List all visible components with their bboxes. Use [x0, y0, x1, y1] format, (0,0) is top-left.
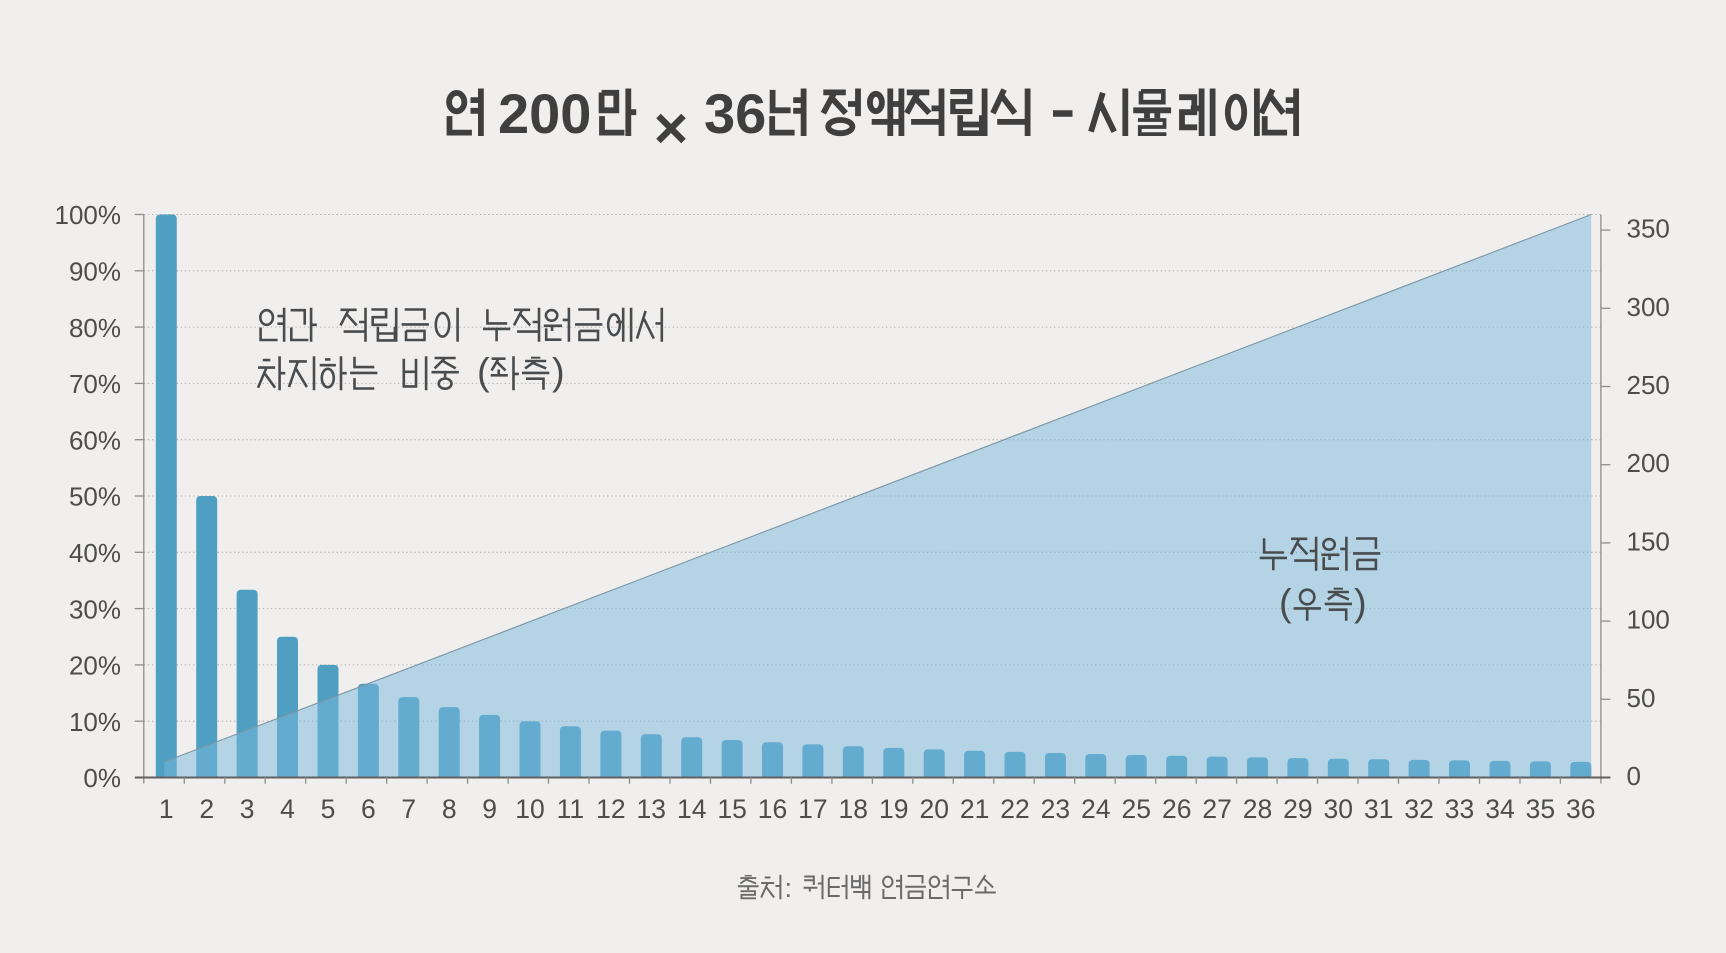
- svg-text:20: 20: [919, 794, 948, 824]
- svg-text:32: 32: [1404, 794, 1433, 824]
- svg-text:28: 28: [1243, 794, 1272, 824]
- svg-text:5: 5: [321, 794, 336, 824]
- svg-text:25: 25: [1121, 794, 1150, 824]
- svg-text:24: 24: [1081, 794, 1110, 824]
- svg-text:9: 9: [482, 794, 497, 824]
- svg-text:10: 10: [515, 794, 544, 824]
- svg-text:150: 150: [1627, 526, 1670, 556]
- svg-text:23: 23: [1041, 794, 1070, 824]
- svg-text:2: 2: [199, 794, 214, 824]
- svg-text:36: 36: [1566, 794, 1595, 824]
- svg-text:100: 100: [1627, 605, 1670, 635]
- svg-text:250: 250: [1627, 370, 1670, 400]
- svg-text:12: 12: [596, 794, 625, 824]
- svg-text:10%: 10%: [69, 707, 121, 737]
- svg-text:30: 30: [1324, 794, 1353, 824]
- svg-text:8: 8: [442, 794, 457, 824]
- svg-text:40%: 40%: [69, 538, 121, 568]
- svg-text:50%: 50%: [69, 482, 121, 512]
- svg-text:13: 13: [637, 794, 666, 824]
- svg-text:15: 15: [717, 794, 746, 824]
- svg-text:90%: 90%: [69, 257, 121, 287]
- svg-text:16: 16: [758, 794, 787, 824]
- svg-text:60%: 60%: [69, 425, 121, 455]
- svg-text:0%: 0%: [83, 763, 121, 793]
- svg-text:0: 0: [1627, 761, 1641, 791]
- svg-text:29: 29: [1283, 794, 1312, 824]
- svg-text:20%: 20%: [69, 651, 121, 681]
- svg-text:19: 19: [879, 794, 908, 824]
- svg-text:7: 7: [401, 794, 416, 824]
- svg-text:1: 1: [159, 794, 174, 824]
- svg-text:): ): [1354, 583, 1367, 625]
- svg-text:34: 34: [1485, 794, 1514, 824]
- svg-text:300: 300: [1627, 292, 1670, 322]
- svg-text:3: 3: [240, 794, 255, 824]
- svg-text:14: 14: [677, 794, 706, 824]
- svg-text:35: 35: [1526, 794, 1555, 824]
- svg-text:11: 11: [557, 794, 585, 824]
- svg-text:36: 36: [704, 82, 766, 145]
- svg-text:18: 18: [839, 794, 868, 824]
- svg-text:(: (: [1279, 583, 1292, 625]
- svg-text:17: 17: [798, 794, 827, 824]
- svg-text:33: 33: [1445, 794, 1474, 824]
- svg-text:350: 350: [1627, 214, 1670, 244]
- svg-text:27: 27: [1202, 794, 1231, 824]
- svg-text:30%: 30%: [69, 594, 121, 624]
- svg-text:): ): [552, 352, 565, 394]
- svg-text:70%: 70%: [69, 369, 121, 399]
- svg-text:200: 200: [1627, 448, 1670, 478]
- svg-text:6: 6: [361, 794, 376, 824]
- svg-text:4: 4: [280, 794, 295, 824]
- svg-text:200: 200: [498, 82, 591, 145]
- svg-text::: :: [785, 873, 793, 903]
- svg-text:21: 21: [960, 794, 989, 824]
- svg-text:31: 31: [1364, 794, 1393, 824]
- svg-text:(: (: [477, 352, 490, 394]
- svg-text:80%: 80%: [69, 313, 121, 343]
- svg-text:26: 26: [1162, 794, 1191, 824]
- svg-text:100%: 100%: [55, 200, 122, 230]
- svg-text:50: 50: [1627, 683, 1656, 713]
- svg-text:22: 22: [1000, 794, 1029, 824]
